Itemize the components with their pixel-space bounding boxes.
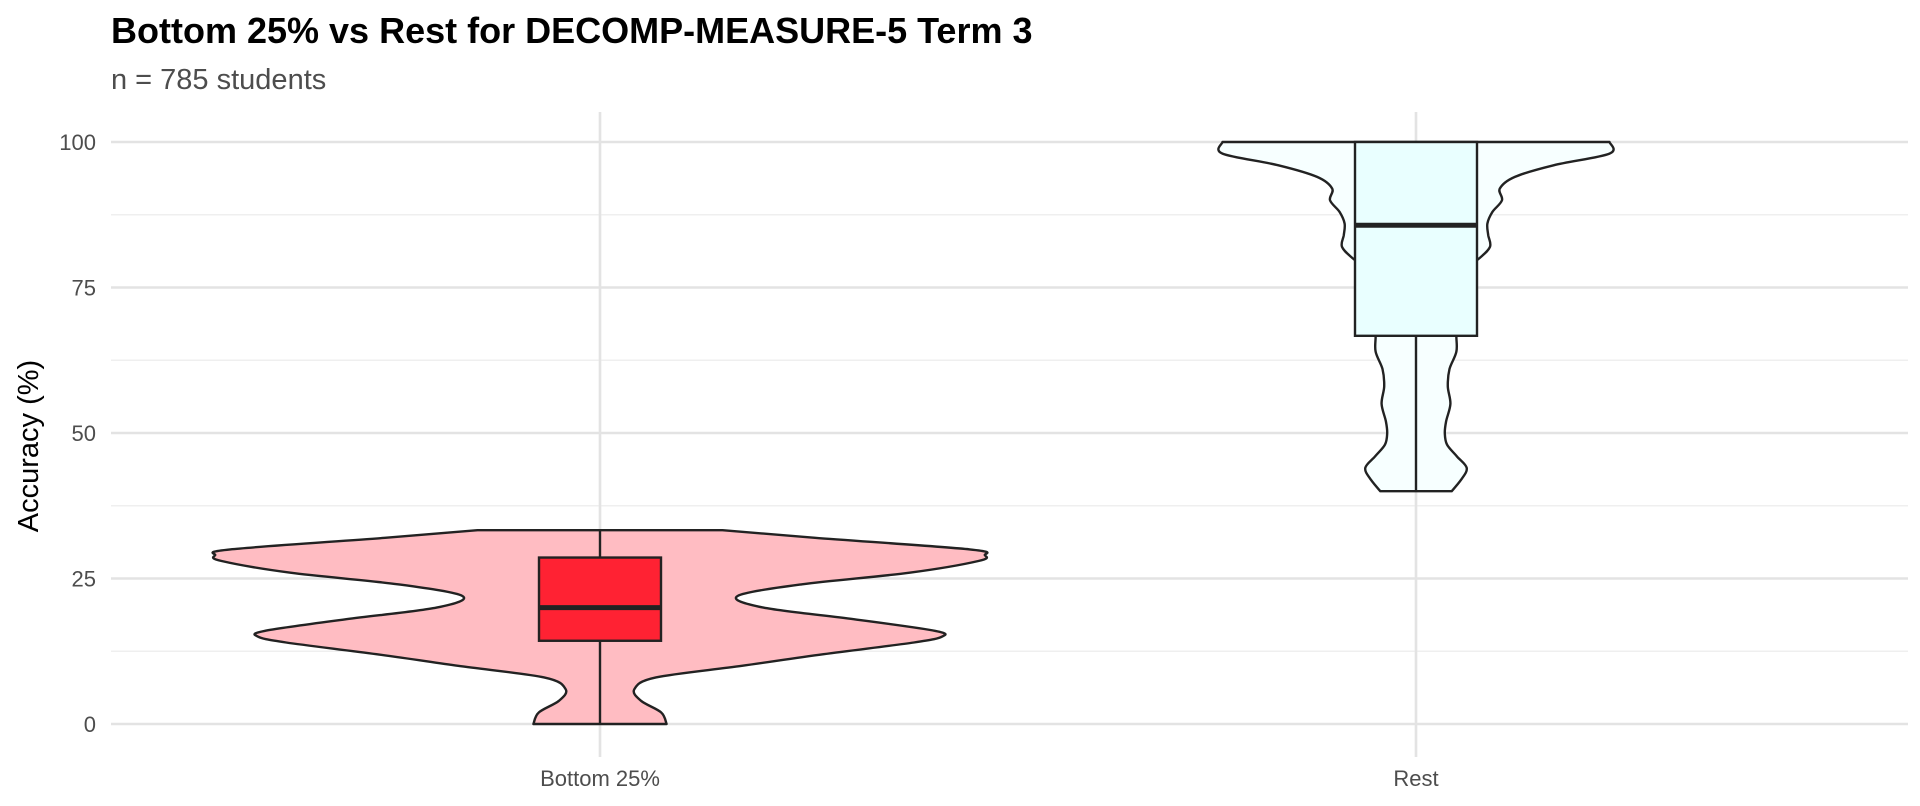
y-axis-label: Accuracy (%) — [13, 360, 45, 532]
violins — [211, 140, 1615, 726]
box-bottom-25 — [537, 556, 663, 642]
x-tick-label: Bottom 25% — [540, 766, 660, 791]
x-tick-label: Rest — [1393, 766, 1438, 791]
y-tick-label: 0 — [84, 712, 96, 737]
gridlines — [111, 112, 1908, 757]
x-axis-ticks: Bottom 25% Rest — [540, 766, 1439, 791]
box-rest — [1353, 140, 1479, 338]
y-tick-label: 50 — [72, 421, 96, 446]
chart-title: Bottom 25% vs Rest for DECOMP-MEASURE-5 … — [111, 10, 1033, 51]
y-tick-label: 25 — [72, 567, 96, 592]
chart-subtitle: n = 785 students — [111, 64, 326, 96]
y-tick-label: 75 — [72, 276, 96, 301]
y-tick-label: 100 — [59, 130, 96, 155]
y-axis-ticks: 0 25 50 75 100 — [59, 130, 96, 737]
